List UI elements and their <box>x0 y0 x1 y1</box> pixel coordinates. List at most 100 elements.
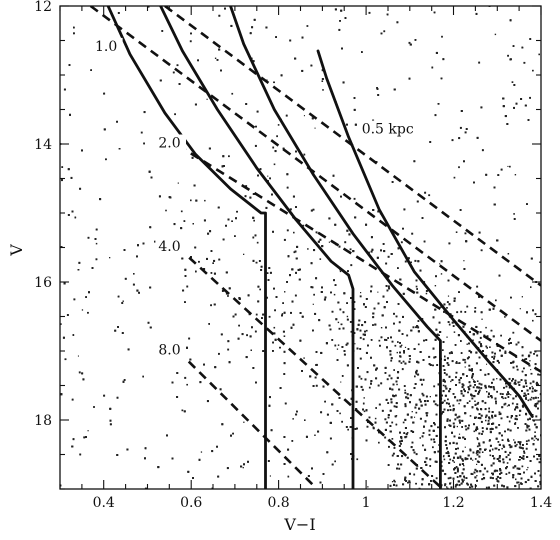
star-point <box>513 439 515 441</box>
star-point <box>419 437 421 439</box>
star-point <box>485 486 488 489</box>
star-point <box>303 357 305 359</box>
star-point <box>81 309 84 311</box>
star-point <box>504 316 506 318</box>
star-point <box>337 344 340 346</box>
star-point <box>494 33 497 36</box>
star-point <box>515 365 518 368</box>
star-point <box>429 141 432 143</box>
star-scatter <box>60 6 541 489</box>
star-point <box>476 445 479 448</box>
star-point <box>510 394 512 396</box>
star-point <box>463 479 465 481</box>
star-point <box>455 231 458 233</box>
star-point <box>273 163 276 166</box>
star-point <box>464 361 467 364</box>
star-point <box>60 323 62 325</box>
star-point <box>360 292 362 294</box>
star-point <box>474 400 476 402</box>
star-point <box>250 349 252 351</box>
star-point <box>438 334 440 336</box>
star-point <box>443 455 445 457</box>
star-point <box>489 346 491 348</box>
star-point <box>347 428 349 431</box>
star-point <box>464 366 466 368</box>
star-point <box>292 418 294 420</box>
star-point <box>527 466 529 469</box>
star-point <box>408 480 411 483</box>
star-point <box>206 98 208 100</box>
star-point <box>463 260 465 262</box>
star-point <box>489 454 492 457</box>
star-point <box>269 475 271 477</box>
star-point <box>403 351 405 354</box>
star-point <box>422 444 424 447</box>
star-point <box>513 213 515 215</box>
star-point <box>501 447 503 450</box>
star-point <box>243 253 245 255</box>
star-point <box>458 166 460 169</box>
star-point <box>507 165 509 167</box>
star-point <box>353 197 356 200</box>
star-point <box>458 433 461 435</box>
star-point <box>356 458 359 461</box>
star-point <box>337 321 340 324</box>
star-point <box>359 336 362 339</box>
star-point <box>477 461 480 463</box>
star-point <box>281 313 284 315</box>
star-point <box>449 458 452 461</box>
star-point <box>457 362 459 364</box>
star-point <box>519 308 521 310</box>
star-point <box>506 462 509 464</box>
star-point <box>463 477 466 479</box>
star-point <box>444 484 446 487</box>
star-point <box>200 451 203 453</box>
star-point <box>443 458 446 461</box>
star-point <box>476 463 478 465</box>
star-point <box>516 443 518 446</box>
star-point <box>415 285 418 288</box>
star-point <box>446 307 448 309</box>
star-point <box>362 338 365 341</box>
star-point <box>319 258 322 260</box>
star-point <box>406 432 409 434</box>
star-point <box>519 381 521 383</box>
star-point <box>387 255 390 258</box>
star-point <box>429 396 431 398</box>
star-point <box>480 387 483 390</box>
star-point <box>535 437 537 440</box>
star-point <box>530 396 533 399</box>
star-point <box>77 355 79 357</box>
star-point <box>472 459 474 461</box>
star-point <box>442 455 445 458</box>
star-point <box>464 359 466 361</box>
star-point <box>487 419 490 422</box>
plot-background <box>60 6 541 489</box>
star-point <box>184 376 187 379</box>
star-point <box>411 411 413 413</box>
star-point <box>340 381 342 383</box>
star-point <box>471 397 474 400</box>
star-point <box>400 362 403 364</box>
star-point <box>526 469 528 471</box>
star-point <box>393 447 396 449</box>
star-point <box>394 480 396 483</box>
star-point <box>447 295 450 297</box>
star-point <box>426 412 429 414</box>
star-point <box>397 341 399 343</box>
star-point <box>204 199 206 202</box>
star-point <box>415 373 417 375</box>
star-point <box>539 261 541 263</box>
star-point <box>531 385 533 388</box>
star-point <box>518 414 521 416</box>
star-point <box>464 131 467 134</box>
star-point <box>363 397 365 399</box>
star-point <box>333 293 336 296</box>
star-point <box>87 430 89 432</box>
star-point <box>453 331 456 333</box>
star-point <box>446 418 449 421</box>
star-point <box>390 336 392 339</box>
star-point <box>367 486 369 488</box>
star-point <box>303 115 305 117</box>
star-point <box>312 303 314 305</box>
